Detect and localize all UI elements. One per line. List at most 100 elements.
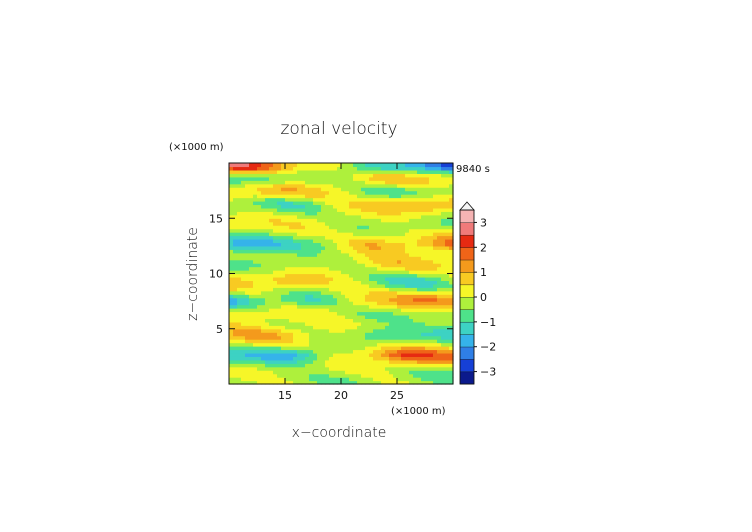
heatmap-cell	[309, 166, 314, 171]
heatmap-cell	[273, 252, 278, 257]
heatmap-cell	[393, 280, 398, 285]
heatmap-cell	[341, 180, 346, 185]
heatmap-cell	[309, 352, 314, 357]
heatmap-cell	[321, 270, 326, 275]
heatmap-cell	[401, 287, 406, 292]
heatmap-cell	[297, 245, 302, 250]
heatmap-cell	[345, 166, 350, 171]
heatmap-cell	[353, 332, 358, 337]
heatmap-cell	[261, 380, 266, 385]
heatmap-cell	[269, 266, 274, 271]
heatmap-cell	[409, 363, 414, 368]
heatmap-cell	[325, 194, 330, 199]
heatmap-cell	[421, 263, 426, 268]
heatmap-cell	[237, 287, 242, 292]
heatmap-cell	[277, 276, 282, 281]
heatmap-cell	[389, 235, 394, 240]
heatmap-cell	[337, 207, 342, 212]
heatmap-cell	[433, 190, 438, 195]
heatmap-cell	[253, 370, 258, 375]
heatmap-cell	[357, 318, 362, 323]
heatmap-cell	[241, 169, 246, 174]
heatmap-cell	[369, 325, 374, 330]
heatmap-cell	[309, 297, 314, 302]
heatmap-cell	[293, 197, 298, 202]
heatmap-cell	[421, 194, 426, 199]
heatmap-cell	[361, 180, 366, 185]
heatmap-cell	[437, 356, 442, 361]
heatmap-cell	[365, 321, 370, 326]
heatmap-cell	[281, 207, 286, 212]
heatmap-cell	[257, 187, 262, 192]
heatmap-cell	[289, 308, 294, 313]
heatmap-cell	[253, 187, 258, 192]
heatmap-cell	[281, 304, 286, 309]
heatmap-cell	[445, 283, 450, 288]
heatmap-cell	[289, 332, 294, 337]
heatmap-cell	[289, 238, 294, 244]
heatmap-cell	[313, 200, 318, 206]
heatmap-cell	[325, 259, 330, 264]
heatmap-cell	[301, 169, 306, 174]
heatmap-cell	[261, 190, 266, 195]
heatmap-cell	[297, 256, 302, 261]
heatmap-cell	[329, 232, 334, 237]
heatmap-cell	[421, 173, 426, 178]
heatmap-cell	[405, 297, 410, 302]
heatmap-cell	[345, 183, 350, 188]
heatmap-cell	[281, 308, 286, 313]
heatmap-cell	[409, 183, 414, 188]
heatmap-cell	[325, 256, 330, 261]
heatmap-cell	[413, 304, 418, 309]
heatmap-cell	[401, 266, 406, 271]
heatmap-cell	[421, 218, 426, 223]
heatmap-cell	[253, 183, 258, 188]
heatmap-cell	[373, 173, 378, 178]
heatmap-cell	[325, 252, 330, 257]
heatmap-cell	[313, 163, 318, 168]
heatmap-cell	[429, 346, 434, 351]
heatmap-cell	[277, 321, 282, 326]
heatmap-cell	[437, 325, 442, 330]
heatmap-cell	[301, 166, 306, 171]
heatmap-cell	[277, 356, 282, 361]
heatmap-cell	[329, 280, 334, 285]
heatmap-cell	[313, 276, 318, 281]
heatmap-cell	[353, 276, 358, 281]
heatmap-cell	[437, 263, 442, 268]
heatmap-cell	[329, 332, 334, 337]
heatmap-cell	[257, 200, 262, 206]
heatmap-cell	[341, 335, 346, 340]
heatmap-cell	[297, 380, 302, 385]
heatmap-cell	[317, 297, 322, 302]
heatmap-cell	[401, 211, 406, 216]
heatmap-cell	[273, 377, 278, 382]
heatmap-cell	[293, 218, 298, 223]
heatmap-cell	[437, 249, 442, 254]
heatmap-cell	[305, 173, 310, 178]
heatmap-cell	[321, 346, 326, 351]
heatmap-cell	[269, 190, 274, 195]
heatmap-cell	[433, 252, 438, 257]
heatmap-cell	[277, 221, 282, 226]
heatmap-cell	[293, 349, 298, 354]
heatmap-cell	[269, 245, 274, 250]
heatmap-cell	[297, 342, 302, 347]
heatmap-cell	[353, 349, 358, 354]
heatmap-cell	[449, 273, 454, 278]
heatmap-cell	[429, 176, 434, 181]
heatmap-cell	[401, 197, 406, 202]
heatmap-cell	[333, 297, 338, 302]
heatmap-cell	[373, 311, 378, 316]
heatmap-cell	[229, 221, 234, 226]
heatmap-cell	[241, 242, 246, 247]
heatmap-cell	[277, 204, 282, 209]
heatmap-cell	[309, 311, 314, 316]
heatmap-cell	[249, 163, 254, 168]
heatmap-cell	[377, 190, 382, 195]
heatmap-cell	[385, 221, 390, 226]
heatmap-cell	[273, 294, 278, 299]
heatmap-cell	[433, 263, 438, 268]
heatmap-cell	[389, 335, 394, 340]
heatmap-cell	[345, 301, 350, 306]
